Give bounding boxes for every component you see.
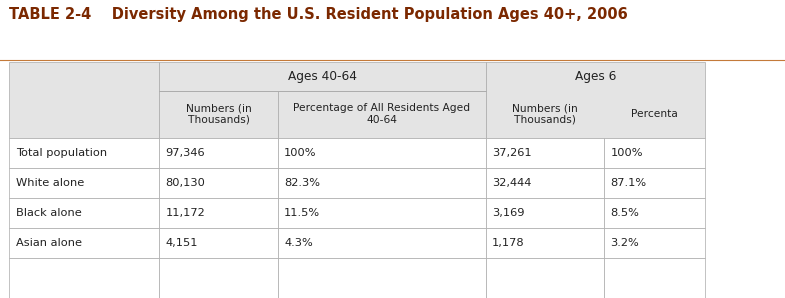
Bar	[486, 168, 604, 198]
Bar	[159, 63, 486, 91]
Bar	[9, 198, 159, 228]
Bar	[486, 228, 604, 258]
Text: 97,346: 97,346	[166, 148, 205, 158]
Text: 32,444: 32,444	[492, 178, 531, 188]
Bar	[604, 138, 705, 168]
Text: Black alone: Black alone	[16, 208, 82, 218]
Bar	[278, 258, 486, 298]
Text: Total population: Total population	[16, 148, 107, 158]
Text: Numbers (in
Thousands): Numbers (in Thousands)	[185, 103, 251, 125]
Text: 11.5%: 11.5%	[284, 208, 320, 218]
Bar	[604, 228, 705, 258]
Text: TABLE 2-4    Diversity Among the U.S. Resident Population Ages 40+, 2006: TABLE 2-4 Diversity Among the U.S. Resid…	[9, 7, 628, 22]
Bar	[604, 168, 705, 198]
Text: 100%: 100%	[284, 148, 316, 158]
Text: White alone: White alone	[16, 178, 84, 188]
Text: 3,169: 3,169	[492, 208, 524, 218]
Bar	[604, 198, 705, 228]
Bar	[159, 168, 278, 198]
Bar	[159, 228, 278, 258]
Bar	[278, 228, 486, 258]
Text: 3.2%: 3.2%	[611, 238, 639, 248]
Bar	[486, 258, 604, 298]
Bar	[159, 138, 278, 168]
Text: 82.3%: 82.3%	[284, 178, 320, 188]
Bar	[486, 138, 604, 168]
Bar	[159, 91, 278, 138]
Text: 4,151: 4,151	[166, 238, 198, 248]
Text: Hispanic or Latino
origin: Hispanic or Latino origin	[16, 270, 119, 291]
Text: Percenta: Percenta	[631, 109, 678, 119]
Text: 37,261: 37,261	[492, 148, 531, 158]
Bar	[9, 228, 159, 258]
Text: 10.5%: 10.5%	[284, 275, 320, 285]
Bar	[604, 258, 705, 298]
Bar	[278, 198, 486, 228]
Bar	[278, 91, 486, 138]
Bar	[9, 138, 159, 168]
Bar	[159, 258, 278, 298]
Bar	[9, 258, 159, 298]
Text: 100%: 100%	[611, 148, 643, 158]
Text: 1,178: 1,178	[492, 238, 524, 248]
Text: 87.1%: 87.1%	[611, 178, 647, 188]
Text: 4.3%: 4.3%	[284, 238, 312, 248]
Bar	[9, 63, 159, 138]
Bar	[486, 63, 705, 138]
Text: 10,184: 10,184	[166, 275, 205, 285]
Text: 80,130: 80,130	[166, 178, 205, 188]
Text: 8.5%: 8.5%	[611, 208, 640, 218]
Bar	[9, 168, 159, 198]
Text: Ages 6: Ages 6	[575, 70, 616, 83]
Text: 6.4%: 6.4%	[611, 275, 639, 285]
Bar	[159, 198, 278, 228]
Text: Asian alone: Asian alone	[16, 238, 82, 248]
Text: Ages 40-64: Ages 40-64	[288, 70, 357, 83]
Text: Percentage of All Residents Aged
40-64: Percentage of All Residents Aged 40-64	[293, 103, 470, 125]
Bar	[278, 138, 486, 168]
Text: Numbers (in
Thousands): Numbers (in Thousands)	[512, 103, 578, 125]
Text: 11,172: 11,172	[166, 208, 205, 218]
Text: 2,400: 2,400	[492, 275, 524, 285]
Bar	[486, 198, 604, 228]
Bar	[278, 168, 486, 198]
